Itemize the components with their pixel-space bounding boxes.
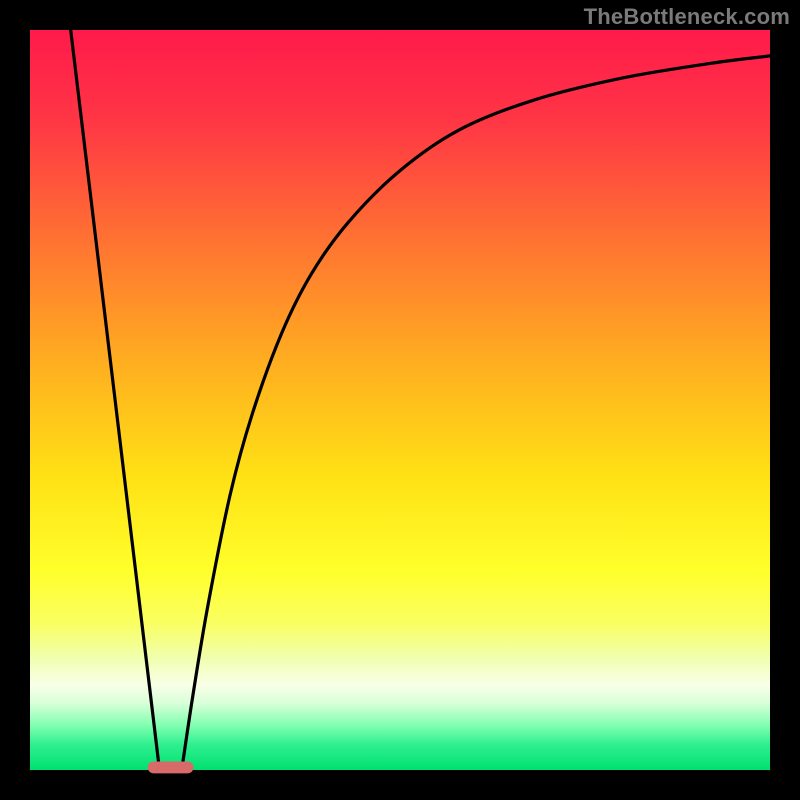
watermark-text: TheBottleneck.com (584, 4, 790, 30)
gradient-background (30, 30, 770, 770)
optimum-marker (148, 761, 194, 773)
chart-container: { "watermark": { "text": "TheBottleneck.… (0, 0, 800, 800)
bottleneck-chart (0, 0, 800, 800)
